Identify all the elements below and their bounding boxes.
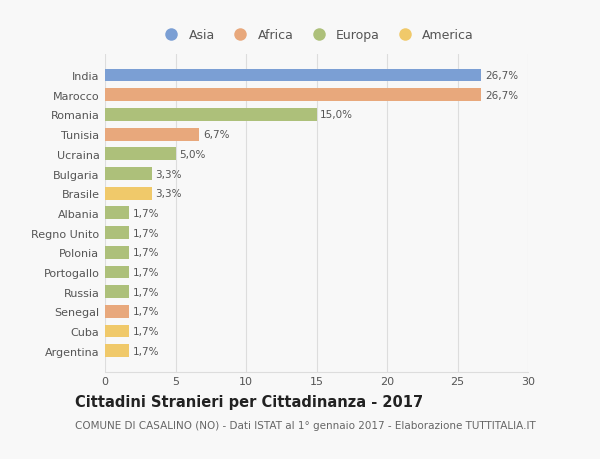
Text: Cittadini Stranieri per Cittadinanza - 2017: Cittadini Stranieri per Cittadinanza - 2… — [75, 394, 423, 409]
Bar — [105, 69, 481, 82]
Bar — [105, 345, 129, 358]
Text: 1,7%: 1,7% — [133, 307, 159, 317]
Text: 1,7%: 1,7% — [133, 287, 159, 297]
Text: 6,7%: 6,7% — [203, 130, 229, 140]
Bar — [105, 89, 481, 102]
Text: 1,7%: 1,7% — [133, 228, 159, 238]
Text: 1,7%: 1,7% — [133, 268, 159, 277]
Text: COMUNE DI CASALINO (NO) - Dati ISTAT al 1° gennaio 2017 - Elaborazione TUTTITALI: COMUNE DI CASALINO (NO) - Dati ISTAT al … — [75, 420, 536, 430]
Text: 26,7%: 26,7% — [485, 71, 518, 81]
Bar — [105, 168, 152, 180]
Bar — [105, 227, 129, 240]
Text: 3,3%: 3,3% — [155, 169, 182, 179]
Bar — [105, 325, 129, 338]
Bar — [105, 207, 129, 220]
Bar — [105, 109, 317, 122]
Bar — [105, 187, 152, 200]
Legend: Asia, Africa, Europa, America: Asia, Africa, Europa, America — [157, 27, 476, 45]
Bar — [105, 305, 129, 318]
Text: 1,7%: 1,7% — [133, 208, 159, 218]
Text: 3,3%: 3,3% — [155, 189, 182, 199]
Text: 1,7%: 1,7% — [133, 248, 159, 258]
Bar — [105, 246, 129, 259]
Text: 1,7%: 1,7% — [133, 346, 159, 356]
Text: 1,7%: 1,7% — [133, 326, 159, 336]
Text: 15,0%: 15,0% — [320, 110, 353, 120]
Bar — [105, 148, 176, 161]
Text: 5,0%: 5,0% — [179, 150, 205, 159]
Bar — [105, 285, 129, 298]
Text: 26,7%: 26,7% — [485, 90, 518, 101]
Bar — [105, 129, 199, 141]
Bar — [105, 266, 129, 279]
